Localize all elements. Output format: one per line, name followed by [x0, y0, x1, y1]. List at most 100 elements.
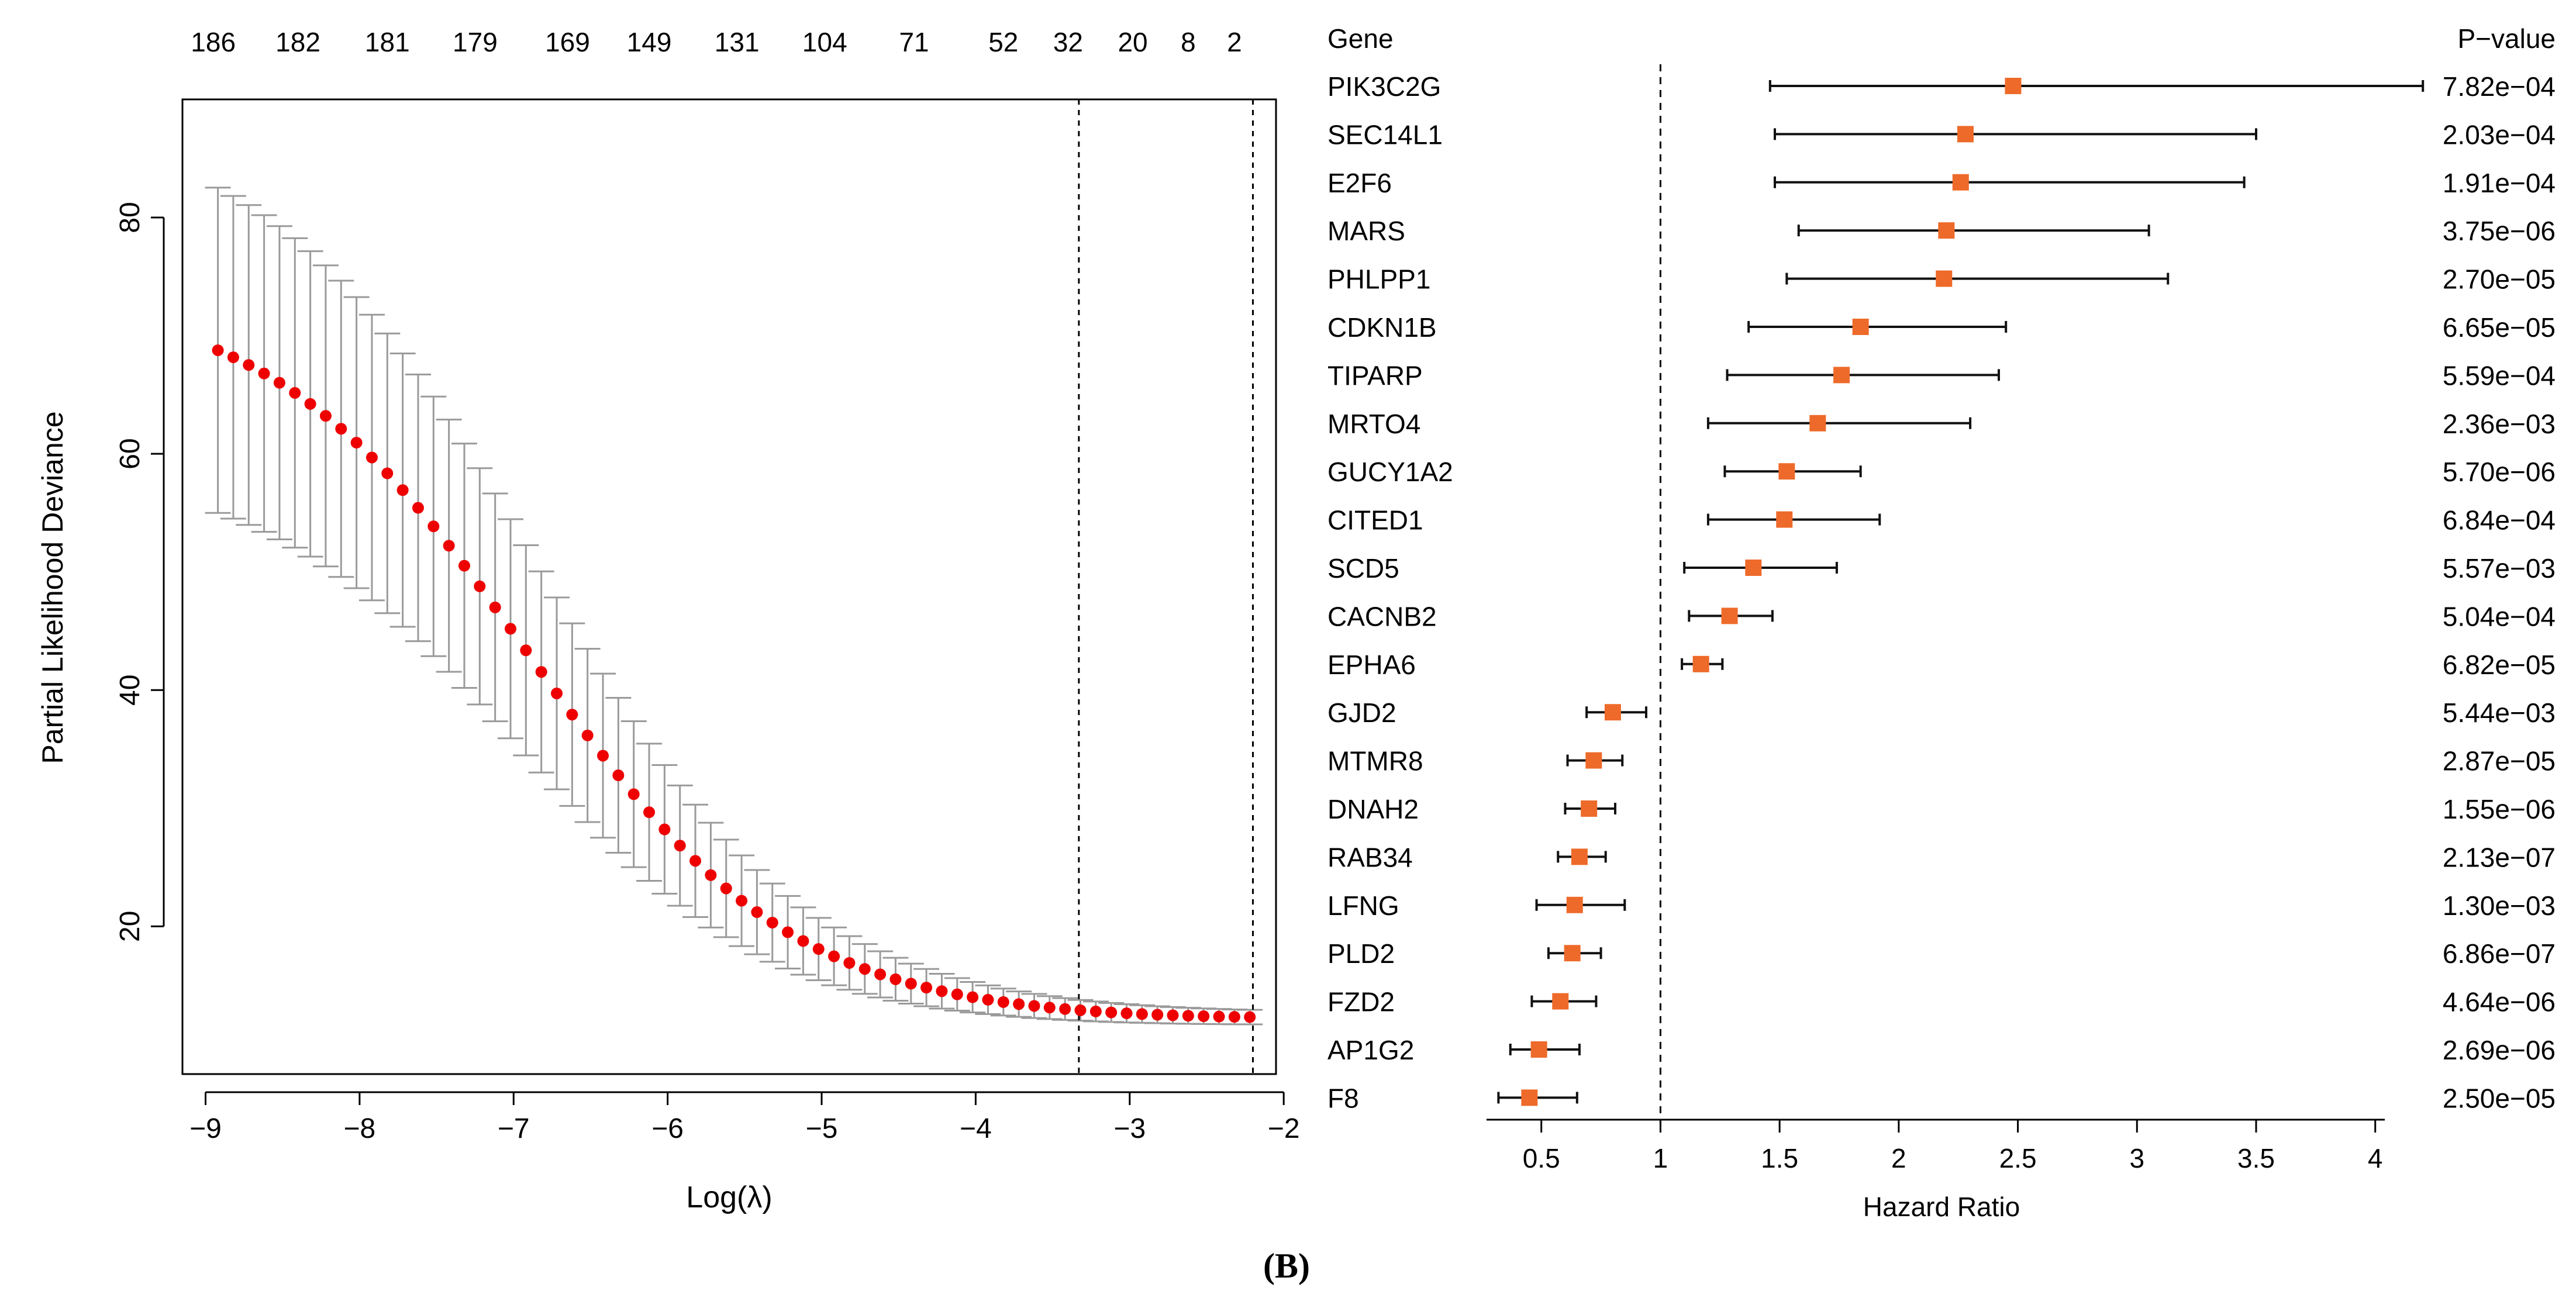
- x-axis-tick-label: −6: [651, 1113, 684, 1144]
- hazard-ratio-marker: [1585, 752, 1602, 769]
- deviance-point: [350, 437, 363, 449]
- hazard-ratio-marker: [1809, 415, 1826, 431]
- deviance-point: [1182, 1010, 1194, 1022]
- deviance-point: [566, 709, 578, 721]
- deviance-point: [1074, 1004, 1087, 1016]
- p-value-label: 5.57e−03: [2443, 553, 2556, 584]
- deviance-point: [443, 540, 455, 552]
- x-axis-label-hazard-ratio: Hazard Ratio: [1863, 1192, 2020, 1222]
- hazard-ratio-marker: [1833, 367, 1850, 384]
- deviance-point: [1151, 1009, 1164, 1021]
- deviance-point: [828, 950, 840, 962]
- hazard-ratio-marker: [1938, 222, 1955, 239]
- gene-label: TIPARP: [1327, 360, 1423, 391]
- x-axis-tick-label: −5: [806, 1113, 838, 1144]
- p-value-label: 6.82e−05: [2443, 650, 2556, 680]
- y-axis-tick-label: 40: [115, 675, 146, 706]
- hazard-ratio-marker: [1581, 800, 1598, 817]
- deviance-point: [997, 996, 1009, 1008]
- deviance-point: [304, 398, 316, 410]
- top-axis-count-label: 131: [715, 27, 760, 57]
- deviance-point: [1089, 1005, 1102, 1017]
- deviance-point: [812, 943, 825, 955]
- deviance-point: [1228, 1011, 1240, 1023]
- reference-lines: [1078, 99, 1254, 1074]
- deviance-point: [643, 806, 656, 819]
- panel-label: (B): [1263, 1247, 1310, 1285]
- gene-label: RAB34: [1327, 842, 1413, 872]
- p-value-column-header: P−value: [2457, 23, 2556, 54]
- p-value-label: 6.65e−05: [2443, 312, 2556, 343]
- p-value-label: 5.59e−04: [2443, 360, 2556, 391]
- gene-label: MTMR8: [1327, 746, 1423, 776]
- deviance-point: [427, 520, 440, 533]
- p-value-label: 2.03e−04: [2443, 119, 2556, 150]
- deviance-point: [1198, 1010, 1210, 1023]
- deviance-point: [319, 410, 332, 422]
- deviance-point: [674, 840, 686, 852]
- deviance-point: [1013, 998, 1025, 1010]
- deviance-point: [967, 991, 979, 1003]
- p-value-label: 2.36e−03: [2443, 409, 2556, 439]
- deviance-point: [751, 906, 763, 919]
- deviance-point: [458, 560, 470, 572]
- p-value-label: 2.69e−06: [2443, 1035, 2556, 1065]
- p-value-label: 2.13e−07: [2443, 842, 2556, 872]
- y-axis-tick-label: 60: [115, 438, 146, 469]
- gene-column-header: Gene: [1327, 23, 1394, 54]
- gene-label: CACNB2: [1327, 601, 1437, 631]
- deviance-point: [627, 788, 640, 800]
- deviance-point: [1136, 1008, 1148, 1020]
- deviance-point: [689, 855, 702, 867]
- deviance-point: [227, 351, 239, 364]
- hazard-ratio-marker: [1566, 896, 1583, 913]
- top-axis-count-label: 2: [1227, 27, 1242, 57]
- deviance-point: [597, 750, 609, 762]
- hr-axis-tick-label: 1: [1653, 1143, 1668, 1173]
- deviance-point: [1059, 1003, 1071, 1015]
- gene-label: F8: [1327, 1083, 1359, 1113]
- gene-label: CITED1: [1327, 505, 1423, 536]
- hazard-ratio-marker: [1571, 848, 1588, 865]
- hr-axis-tick-label: 1.5: [1761, 1143, 1798, 1173]
- hazard-ratio-marker: [1776, 511, 1793, 528]
- hr-axis-tick-label: 2: [1891, 1143, 1906, 1173]
- hazard-ratio-marker: [1692, 655, 1709, 672]
- x-axis-tick-label: −2: [1268, 1113, 1300, 1144]
- x-axis-label: Log(λ): [686, 1180, 772, 1214]
- y-axis-tick-label: 80: [115, 202, 146, 233]
- gene-label: PLD2: [1327, 938, 1395, 969]
- p-value-label: 1.30e−03: [2443, 890, 2556, 921]
- p-value-label: 7.82e−04: [2443, 71, 2556, 102]
- deviance-point: [258, 367, 270, 379]
- gene-label: DNAH2: [1327, 794, 1419, 824]
- gene-label: LFNG: [1327, 890, 1399, 921]
- deviance-point: [273, 377, 285, 389]
- deviance-point: [474, 580, 486, 592]
- hazard-ratio-axis: 0.5 1 1.5 2 2.5 3 3.5 4: [1487, 1119, 2385, 1173]
- top-axis-count-label: 71: [899, 27, 929, 57]
- hazard-ratio-marker: [1957, 126, 1974, 143]
- hr-axis-tick-label: 3: [2129, 1143, 2144, 1173]
- plot-frame: [181, 98, 1277, 1075]
- gene-label: E2F6: [1327, 168, 1392, 198]
- x-axis-tick-label: −8: [344, 1113, 376, 1144]
- deviance-point: [212, 344, 224, 357]
- x-axis-tick-label: −9: [189, 1113, 222, 1144]
- top-axis-count-label: 181: [365, 27, 410, 57]
- gene-label: EPHA6: [1327, 650, 1416, 680]
- deviance-point: [736, 895, 748, 907]
- top-axis-count-label: 186: [191, 27, 236, 57]
- deviance-point: [858, 963, 871, 975]
- hazard-ratio-marker: [1745, 560, 1762, 576]
- deviance-point: [982, 993, 994, 1006]
- hr-axis-tick-label: 2.5: [1999, 1143, 2037, 1173]
- p-value-label: 3.75e−06: [2443, 216, 2556, 246]
- p-value-label: 1.55e−06: [2443, 794, 2556, 824]
- p-value-label: 5.44e−03: [2443, 698, 2556, 728]
- deviance-point: [720, 882, 732, 895]
- errorbar-layer: [205, 187, 1263, 1026]
- gene-label: AP1G2: [1327, 1035, 1414, 1065]
- p-value-label: 6.84e−04: [2443, 505, 2556, 536]
- hazard-ratio-marker: [1952, 174, 1969, 191]
